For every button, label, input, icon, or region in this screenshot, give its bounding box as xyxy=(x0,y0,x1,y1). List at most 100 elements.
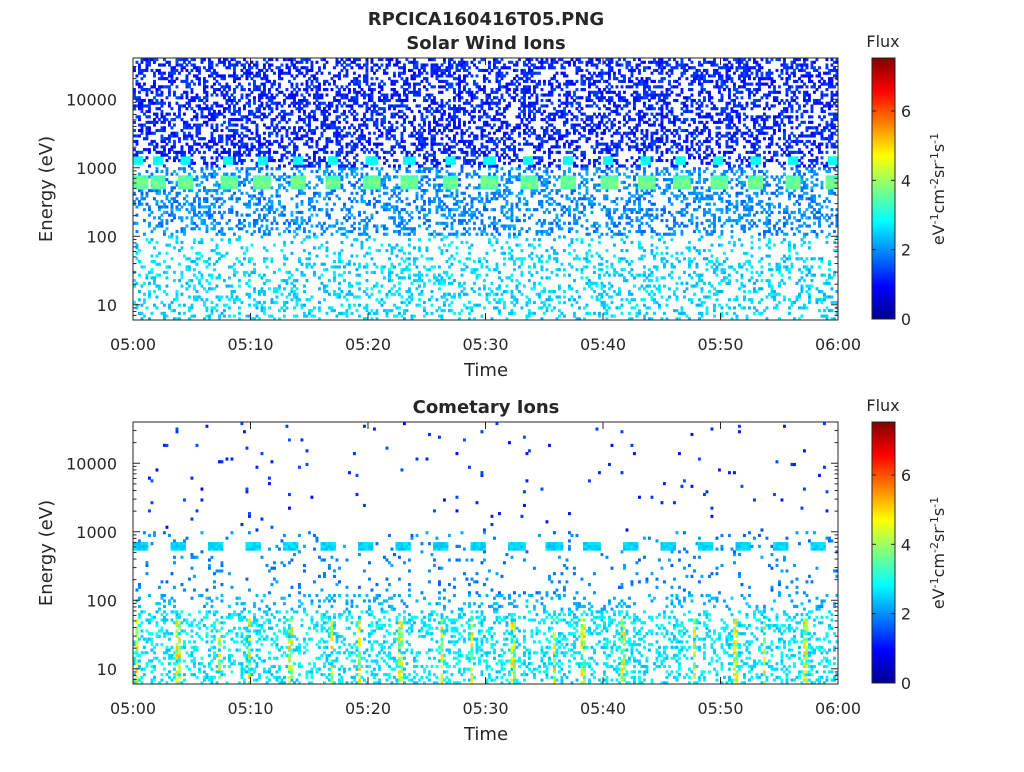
spectrogram-cell xyxy=(290,58,294,62)
spectrogram-cell xyxy=(255,306,259,310)
spectrogram-cell xyxy=(490,90,494,94)
spectrogram-cell xyxy=(470,104,474,108)
spectrogram-cell xyxy=(313,306,316,310)
spectrogram-cell xyxy=(298,115,301,119)
spectrogram-cell xyxy=(260,158,264,163)
spectrogram-cell xyxy=(378,289,381,294)
spectrogram-cell xyxy=(215,303,219,307)
spectrogram-cell xyxy=(343,118,346,122)
spectrogram-cell xyxy=(403,232,406,236)
spectrogram-cell xyxy=(320,134,324,138)
spectrogram-cell xyxy=(435,175,439,179)
spectrogram-cell xyxy=(170,202,174,206)
spectrogram-cell xyxy=(248,82,251,86)
spectrogram-cell xyxy=(160,139,164,144)
spectrogram-cell xyxy=(245,118,249,122)
spectrogram-cell xyxy=(503,251,506,255)
spectrogram-cell xyxy=(335,178,339,182)
spectrogram-cell xyxy=(445,224,449,228)
spectrogram-cell xyxy=(178,317,181,320)
spectrogram-cell xyxy=(235,131,239,135)
spectrogram-cell xyxy=(378,96,381,100)
spectrogram-cell xyxy=(355,172,359,176)
spectrogram-cell xyxy=(273,118,276,122)
spectrogram-cell xyxy=(338,131,341,135)
spectrogram-cell xyxy=(315,142,319,146)
spectrogram-cell xyxy=(138,186,141,190)
spectrogram-cell xyxy=(220,295,224,299)
spectrogram-cell xyxy=(495,101,499,105)
spectrogram-cell xyxy=(365,287,369,291)
spectrogram-cell xyxy=(150,210,154,214)
spectrogram-cell xyxy=(378,107,381,111)
spectrogram-cell xyxy=(228,148,231,152)
spectrogram-cell xyxy=(480,101,484,105)
spectrogram-cell xyxy=(470,306,474,310)
spectrogram-cell xyxy=(478,85,481,89)
spectrogram-cell xyxy=(215,183,219,187)
spectrogram-cell xyxy=(173,90,176,94)
spectrogram-cell xyxy=(248,128,251,133)
spectrogram-cell xyxy=(453,158,456,163)
spectrogram-cell xyxy=(308,216,311,220)
spectrogram-cell xyxy=(338,139,341,144)
spectrogram-cell xyxy=(353,175,356,179)
spectrogram-cell xyxy=(460,268,464,272)
spectrogram-cell xyxy=(140,158,144,163)
spectrogram-cell xyxy=(188,309,191,313)
spectrogram-cell xyxy=(175,289,179,294)
spectrogram-cell xyxy=(398,210,401,214)
spectrogram-cell xyxy=(218,139,221,144)
spectrogram-cell xyxy=(155,88,159,92)
spectrogram-cell xyxy=(155,199,159,204)
spectrogram-cell xyxy=(328,306,331,310)
spectrogram-cell xyxy=(493,249,496,253)
spectrogram-cell xyxy=(265,164,269,168)
spectrogram-cell xyxy=(473,96,476,100)
spectrogram-cell xyxy=(140,303,144,307)
spectrogram-cell xyxy=(248,194,251,198)
spectrogram-cell xyxy=(165,118,169,122)
spectrogram-cell xyxy=(348,98,351,103)
spectrogram-cell xyxy=(375,311,379,315)
spectrogram-cell xyxy=(485,68,489,73)
spectrogram-cell xyxy=(260,90,264,94)
spectrogram-cell xyxy=(270,123,274,127)
spectrogram-cell xyxy=(398,311,401,315)
spectrogram-cell xyxy=(425,175,429,179)
spectrogram-cell xyxy=(393,74,396,78)
spectrogram-cell xyxy=(495,227,499,231)
spectrogram-cell xyxy=(485,123,489,127)
spectrogram-cell xyxy=(450,180,454,184)
spectrogram-cell xyxy=(225,101,229,105)
spectrogram-cell xyxy=(450,240,454,244)
spectrogram-cell xyxy=(345,85,349,89)
spectrogram-cell xyxy=(253,287,256,291)
spectrogram-cell xyxy=(483,175,486,179)
spectrogram-cell xyxy=(308,186,311,190)
spectrogram-cell xyxy=(438,265,441,269)
spectrogram-cell xyxy=(185,281,189,285)
spectrogram-cell xyxy=(368,219,371,223)
spectrogram-cell xyxy=(158,101,161,105)
spectrogram-cell xyxy=(250,77,254,81)
spectrogram-cell xyxy=(258,137,261,141)
spectrogram-cell xyxy=(258,85,261,89)
spectrogram-cell xyxy=(208,273,211,277)
spectrogram-cell xyxy=(228,88,231,92)
spectrogram-cell xyxy=(230,194,234,198)
spectrogram-cell xyxy=(223,58,226,62)
spectrogram-cell xyxy=(445,123,449,127)
spectrogram-cell xyxy=(480,180,484,184)
spectrogram-cell xyxy=(295,287,299,291)
spectrogram-cell xyxy=(175,292,179,296)
spectrogram-cell xyxy=(168,137,171,141)
spectrogram-cell xyxy=(230,265,234,269)
spectrogram-cell xyxy=(305,88,309,92)
spectrogram-cell xyxy=(178,139,181,144)
spectrogram-cell xyxy=(493,164,496,168)
spectrogram-cell xyxy=(448,145,451,149)
spectrogram-cell xyxy=(423,128,426,133)
spectrogram-cell xyxy=(435,172,439,176)
spectrogram-cell xyxy=(198,131,201,135)
